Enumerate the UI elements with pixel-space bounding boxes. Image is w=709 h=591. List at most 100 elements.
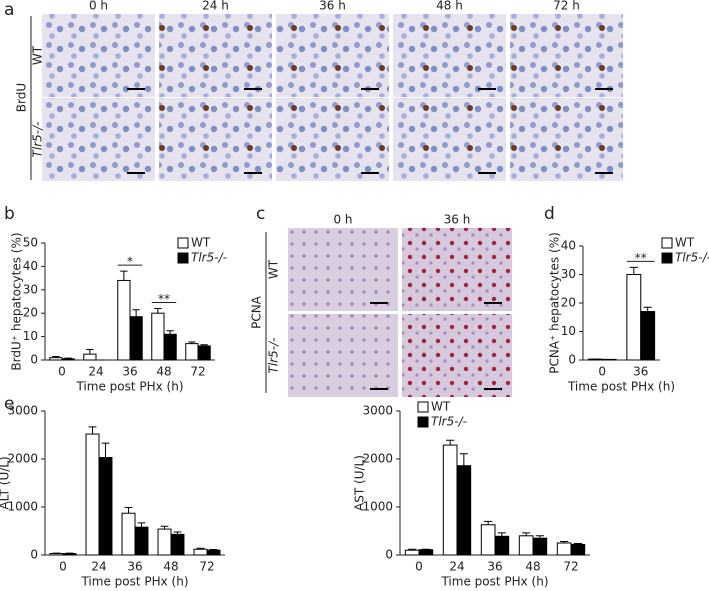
- y-tick-label: 40: [23, 259, 38, 273]
- bar: [185, 343, 199, 361]
- micrograph: [510, 14, 623, 97]
- error-bar: [200, 344, 208, 346]
- micrograph: [288, 314, 398, 397]
- error-bar: [88, 426, 97, 435]
- bar: [157, 528, 172, 556]
- bar: [418, 549, 434, 556]
- bar: [163, 333, 177, 361]
- column-label: 24 h: [202, 0, 229, 13]
- y-axis-label: PCNA⁺ hepatocytes (%): [548, 232, 562, 374]
- y-tick-label: 0: [30, 353, 38, 367]
- x-tick-label: 24: [88, 365, 103, 379]
- bar: [404, 549, 420, 556]
- bar: [532, 537, 548, 556]
- y-tick-label: 2000: [362, 452, 393, 466]
- error-bar: [120, 270, 128, 281]
- bar: [193, 548, 208, 556]
- error-bar: [629, 266, 638, 275]
- row-label: WT: [31, 45, 45, 65]
- y-tick-label: 10: [23, 329, 38, 343]
- panel-label: d: [544, 204, 555, 224]
- bar: [49, 553, 64, 556]
- error-bar: [124, 506, 133, 514]
- x-axis-label: Time post PHx (h): [440, 575, 548, 589]
- micrograph: [276, 98, 389, 181]
- error-bar: [52, 355, 60, 358]
- error-bar: [160, 525, 169, 530]
- error-bar: [209, 548, 218, 551]
- error-bar: [64, 357, 72, 359]
- micrograph: [288, 228, 398, 311]
- error-bar: [484, 520, 493, 525]
- error-bar: [166, 330, 174, 335]
- bar: [170, 533, 185, 556]
- bar: [117, 279, 131, 361]
- legend-label: WT: [675, 236, 695, 250]
- significance: *: [127, 255, 133, 269]
- y-tick-label: 3000: [7, 404, 38, 418]
- bar: [442, 444, 458, 556]
- y-tick-label: 0: [30, 548, 38, 562]
- panel-label: b: [4, 204, 15, 224]
- error-bar: [101, 442, 110, 458]
- x-tick-label: 0: [598, 365, 606, 379]
- legend-swatch: [417, 401, 429, 413]
- column-label: 36 h: [319, 0, 346, 13]
- bar: [494, 535, 510, 556]
- x-tick-label: 48: [163, 560, 178, 574]
- x-tick-label: 0: [415, 560, 423, 574]
- bar: [83, 353, 97, 361]
- micrograph: [159, 98, 272, 181]
- x-axis-label: Time post PHx (h): [80, 575, 188, 589]
- legend-swatch: [661, 252, 673, 264]
- legend-label: WT: [431, 400, 451, 414]
- y-tick-label: 20: [561, 296, 576, 310]
- x-tick-label: 48: [156, 365, 171, 379]
- legend-swatch: [177, 237, 189, 249]
- error-bar: [196, 547, 205, 550]
- legend-label: Tlr5-/-: [675, 251, 709, 265]
- legend-swatch: [177, 252, 189, 264]
- y-axis-label: AST (U/L): [353, 455, 367, 511]
- row-group-label: BrdU: [15, 83, 29, 112]
- bar: [480, 524, 496, 556]
- column-label: 72 h: [553, 0, 580, 13]
- column-label: 0 h: [89, 0, 108, 13]
- y-axis-label: BrdU⁺ hepatocytes (%): [10, 232, 24, 370]
- error-bar: [154, 308, 162, 314]
- panel-label: c: [256, 204, 265, 224]
- bar: [85, 433, 100, 556]
- row-label: WT: [267, 259, 281, 279]
- x-tick-label: 36: [633, 365, 648, 379]
- legend-swatch: [661, 237, 673, 249]
- x-tick-label: 72: [199, 560, 214, 574]
- y-tick-label: 3000: [362, 404, 393, 418]
- bar: [49, 357, 63, 361]
- micrograph: [276, 14, 389, 97]
- column-label: 0 h: [333, 213, 352, 227]
- column-label: 36 h: [444, 213, 471, 227]
- y-tick-label: 10: [561, 324, 576, 338]
- y-tick-label: 1000: [7, 500, 38, 514]
- x-axis-label: Time post PHx (h): [567, 380, 675, 394]
- y-tick-label: 0: [385, 548, 393, 562]
- x-tick-label: 48: [525, 560, 540, 574]
- bar: [98, 457, 113, 556]
- legend-label: Tlr5-/-: [191, 251, 227, 265]
- x-tick-label: 24: [449, 560, 464, 574]
- y-tick-label: 30: [561, 267, 576, 281]
- bar: [61, 358, 75, 361]
- y-tick-label: 2000: [7, 452, 38, 466]
- error-bar: [446, 439, 455, 446]
- legend-label: Tlr5-/-: [431, 415, 467, 429]
- error-bar: [643, 306, 652, 312]
- x-tick-label: 24: [91, 560, 106, 574]
- bar: [134, 526, 149, 556]
- legend-label: WT: [191, 236, 211, 250]
- error-bar: [86, 348, 94, 355]
- y-tick-label: 1000: [362, 500, 393, 514]
- y-tick-label: 0: [568, 353, 576, 367]
- y-tick-label: 40: [561, 239, 576, 253]
- significance: **: [158, 292, 170, 306]
